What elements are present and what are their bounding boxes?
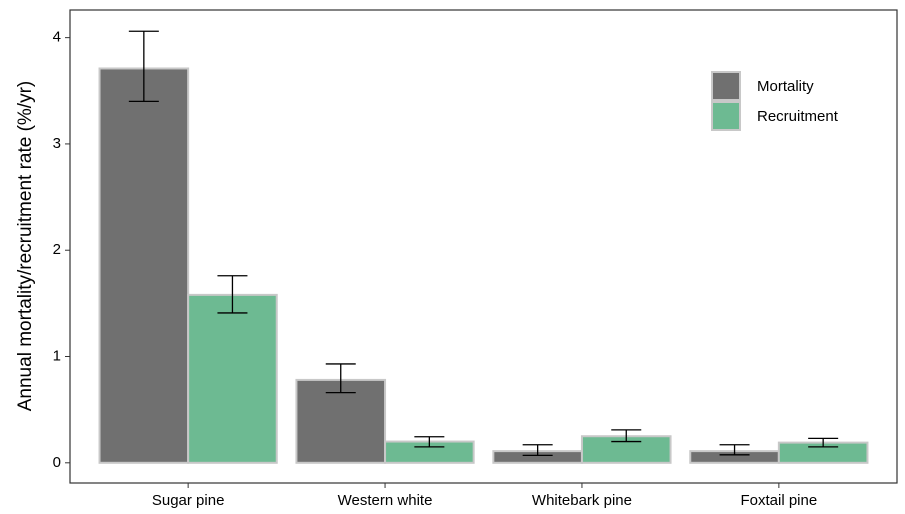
error-bar — [719, 444, 750, 456]
y-tick-label: 2 — [53, 241, 61, 258]
error-bar — [325, 363, 356, 394]
x-tick-label: Western white — [338, 492, 433, 509]
x-tick-label: Foxtail pine — [740, 492, 817, 509]
legend-swatch — [711, 101, 741, 131]
legend-label: Mortality — [757, 78, 814, 95]
error-bar — [808, 437, 839, 448]
y-tick-label: 4 — [53, 29, 61, 46]
y-axis-title: Annual mortality/recruitment rate (%/yr) — [15, 81, 36, 412]
legend-swatch — [711, 71, 741, 101]
y-tick-label: 3 — [53, 135, 61, 152]
error-bar — [522, 444, 553, 457]
error-bar — [217, 275, 248, 314]
bar — [187, 293, 278, 464]
bar — [98, 67, 190, 464]
error-bar — [414, 436, 445, 448]
plot-frame — [69, 9, 898, 484]
error-bar — [611, 429, 642, 443]
y-tick-label: 1 — [53, 347, 61, 364]
bar — [295, 378, 387, 464]
y-tick-label: 0 — [53, 454, 61, 471]
x-tick-label: Sugar pine — [152, 492, 225, 509]
x-tick-label: Whitebark pine — [532, 492, 632, 509]
error-bar — [128, 30, 159, 103]
legend-label: Recruitment — [757, 108, 839, 125]
